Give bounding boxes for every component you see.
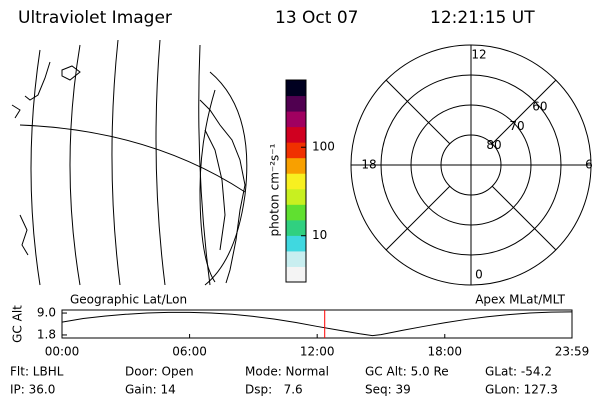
x-tick-label: 12:00 <box>300 345 335 359</box>
colorbar: 10 100 <box>285 79 335 283</box>
mlt-label: 6 <box>585 158 593 172</box>
lat-label: 60 <box>532 100 547 114</box>
color-swatch <box>286 157 306 174</box>
x-tick-label: 18:00 <box>427 345 462 359</box>
time: 12:21:15 UT <box>430 8 535 28</box>
status-field: GLat: -54.2 <box>485 365 552 379</box>
color-swatch <box>286 188 306 205</box>
x-tick-label: 23:59 <box>555 345 590 359</box>
status-field: Door: Open <box>125 365 194 379</box>
date: 13 Oct 07 <box>275 8 358 28</box>
color-swatch <box>286 95 306 112</box>
color-swatch <box>286 80 306 97</box>
lat-label: 80 <box>486 138 501 152</box>
y-axis-label: GC Alt <box>11 305 25 343</box>
status-field: Seq: 39 <box>365 383 411 397</box>
y-tick-label: 9.0 <box>37 306 56 320</box>
map <box>11 39 248 286</box>
color-swatch <box>286 111 306 128</box>
title: Ultraviolet Imager <box>18 8 172 28</box>
colorbar-tick-label: 100 <box>312 140 335 154</box>
status-field: Gain: 14 <box>125 383 176 397</box>
color-swatch <box>286 142 306 159</box>
status-field: Mode: Normal <box>245 365 329 379</box>
lat-label: 70 <box>509 119 524 133</box>
color-swatch <box>286 173 306 190</box>
mlt-label: 12 <box>471 48 486 62</box>
spoke <box>385 79 451 145</box>
spoke <box>491 79 557 145</box>
map-label: Geographic Lat/Lon <box>70 293 187 307</box>
spoke <box>385 185 451 251</box>
status-field: Dsp: 7.6 <box>245 383 303 397</box>
color-swatch <box>286 219 306 236</box>
status-field: GC Alt: 5.0 Re <box>365 365 449 379</box>
status-field: GLon: 127.3 <box>485 383 558 397</box>
color-swatch <box>286 204 306 221</box>
status-field: IP: 36.0 <box>10 383 55 397</box>
color-swatch <box>286 235 306 252</box>
x-tick-label: 00:00 <box>45 345 80 359</box>
mlt-label: 0 <box>475 268 483 282</box>
color-swatch <box>286 266 306 283</box>
colorbar-frame <box>285 79 307 283</box>
color-swatch <box>286 250 306 267</box>
x-tick-label: 06:00 <box>172 345 207 359</box>
colorbar-label: photon cm⁻²s⁻¹ <box>268 143 282 236</box>
y-tick-label: 1.8 <box>37 327 56 341</box>
color-swatch <box>286 126 306 143</box>
altitude-plot: 9.0 1.8 00:00 06:00 12:00 18:00 23:59 <box>37 306 589 359</box>
polar-label: Apex MLat/MLT <box>475 293 565 307</box>
plot-frame <box>61 309 573 339</box>
altitude-line <box>61 311 573 337</box>
status-field: Flt: LBHL <box>10 365 64 379</box>
colorbar-tick-label: 10 <box>312 228 327 242</box>
status-panel: Flt: LBHL Door: Open Mode: Normal GC Alt: 5… <box>10 365 558 397</box>
mlt-label: 18 <box>361 158 376 172</box>
spoke <box>491 185 557 251</box>
